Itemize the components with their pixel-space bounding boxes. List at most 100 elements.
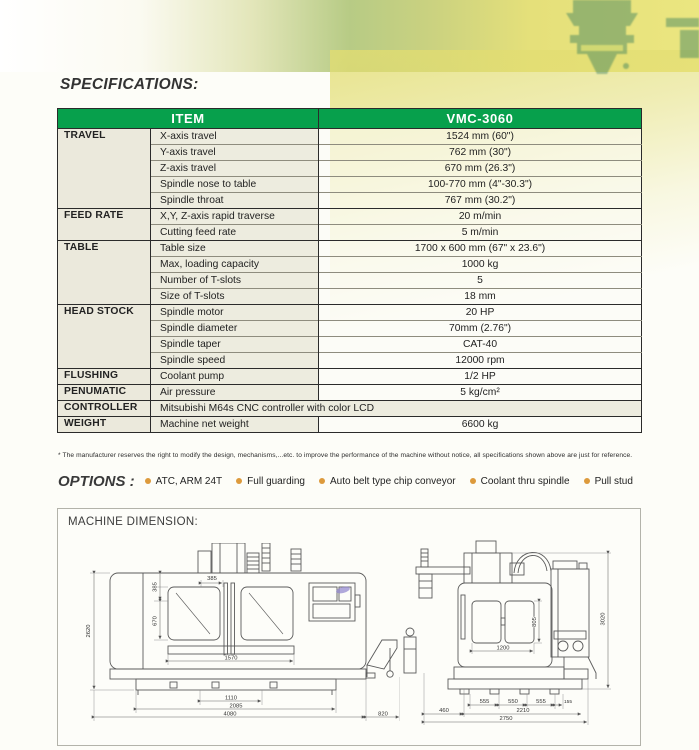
specifications-heading: SPECIFICATIONS: (60, 76, 199, 93)
table-row: WEIGHT Machine net weight 6600 kg (57, 416, 642, 433)
spec-value: 670 mm (26.3") (318, 160, 642, 177)
spec-category: HEAD STOCK (57, 304, 151, 369)
table-row: Max, loading capacity 1000 kg (58, 256, 642, 273)
table-row: Spindle speed 12000 rpm (58, 352, 642, 369)
spec-value: 5 (318, 272, 642, 289)
spec-value: 70mm (2.76") (318, 320, 642, 337)
spec-item: Air pressure (150, 384, 320, 401)
option-label: Coolant thru spindle (480, 475, 570, 487)
table-row: PENUMATIC Air pressure 5 kg/cm² (57, 384, 642, 401)
table-row: TRAVEL X-axis travel 1524 mm (60") (57, 128, 642, 209)
dimension-label: 155 (564, 699, 572, 705)
spec-item: X-axis travel (150, 128, 320, 145)
dimension-label: 820 (378, 712, 388, 718)
dimension-label: 3020 (601, 613, 607, 626)
option-item: Pull stud (583, 475, 633, 487)
dimension-label: 550 (508, 699, 518, 705)
table-row: Spindle nose to table 100-770 mm (4"-30.… (58, 176, 642, 193)
dimension-label: 385 (153, 582, 159, 592)
spec-value: 767 mm (30.2") (318, 192, 642, 209)
spec-value: 5 kg/cm² (318, 384, 642, 401)
col-header-model: VMC-3060 (318, 108, 642, 129)
spec-value: 12000 rpm (318, 352, 642, 369)
spec-item: Spindle motor (150, 304, 320, 321)
spec-item: Spindle diameter (150, 320, 320, 337)
spec-item: Spindle nose to table (150, 176, 320, 193)
dimension-label: 2085 (230, 704, 243, 710)
dimension-label: 1110 (225, 696, 237, 702)
table-row: FLUSHING Coolant pump 1/2 HP (57, 368, 642, 385)
option-label: Pull stud (594, 475, 633, 487)
spec-item: Spindle throat (150, 192, 320, 209)
spec-category: PENUMATIC (57, 384, 151, 401)
table-row: Cutting feed rate 5 m/min (58, 224, 642, 241)
side-view-drawing: 1200 805 3020 555 550 555 155 460 2210 2… (403, 540, 611, 725)
table-row: CONTROLLER Mitsubishi M64s CNC controlle… (57, 400, 642, 417)
spec-item: Mitsubishi M64s CNC controller with colo… (150, 400, 642, 417)
table-row: Y-axis travel 762 mm (30") (58, 144, 642, 161)
spindle-photo-silhouette (566, 0, 699, 74)
dimension-label: 555 (536, 699, 546, 705)
footnote: * The manufacturer reserves the right to… (58, 452, 633, 459)
spec-item: Spindle speed (150, 352, 320, 369)
spec-item: Y-axis travel (150, 144, 320, 161)
col-header-item: ITEM (57, 108, 319, 129)
option-item: Auto belt type chip conveyor (318, 476, 456, 487)
options-heading: OPTIONS : (58, 472, 135, 490)
spec-value: 1/2 HP (318, 368, 642, 385)
spec-category: WEIGHT (57, 416, 151, 433)
spec-item: Z-axis travel (150, 160, 320, 177)
machine-dimension-heading: MACHINE DIMENSION: (68, 516, 198, 528)
table-row: Spindle throat 767 mm (30.2") (58, 192, 642, 209)
spec-item: Coolant pump (150, 368, 320, 385)
spec-value: 5 m/min (318, 224, 642, 241)
spec-item: Number of T-slots (150, 272, 320, 289)
spec-item: Cutting feed rate (150, 224, 320, 241)
spec-item: Max, loading capacity (150, 256, 320, 273)
dimension-label: 2750 (500, 716, 513, 722)
dimension-label: 670 (153, 616, 159, 626)
dimension-label: 1570 (225, 656, 238, 662)
spec-value: 762 mm (30") (318, 144, 642, 161)
spec-value: 20 m/min (318, 208, 642, 225)
table-row: TABLE Table size 1700 x 600 mm (67" x 23… (57, 240, 642, 305)
machine-dimension-panel: MACHINE DIMENSION: (57, 508, 641, 746)
bullet-icon (469, 478, 476, 484)
spec-item: Machine net weight (150, 416, 320, 433)
spec-item: X,Y, Z-axis rapid traverse (150, 208, 320, 225)
spec-category: FLUSHING (57, 368, 151, 385)
table-row: Spindle taper CAT-40 (58, 336, 642, 353)
spec-item: Size of T-slots (150, 288, 320, 305)
spec-value: 18 mm (318, 288, 642, 305)
dimension-label: 4080 (224, 712, 237, 718)
option-item: ATC, ARM 24T (144, 475, 223, 487)
spec-table: ITEM VMC-3060 TRAVEL X-axis travel 1524 … (57, 108, 643, 433)
option-item: Coolant thru spindle (469, 475, 570, 487)
dimension-label: 2620 (86, 625, 92, 638)
dimension-label: 1200 (497, 646, 510, 652)
table-row: FEED RATE X,Y, Z-axis rapid traverse 20 … (57, 208, 642, 241)
spec-item: Spindle taper (150, 336, 320, 353)
dimension-label: 555 (480, 699, 490, 705)
bullet-icon (236, 478, 243, 484)
spec-category: CONTROLLER (57, 400, 151, 417)
option-label: ATC, ARM 24T (155, 475, 223, 487)
spec-value: 1700 x 600 mm (67" x 23.6") (318, 240, 642, 257)
bullet-icon (144, 478, 151, 484)
table-row: Spindle diameter 70mm (2.76") (58, 320, 642, 337)
spec-value: 1524 mm (60") (318, 128, 642, 145)
table-header-row: ITEM VMC-3060 (57, 108, 642, 129)
options-row: OPTIONS : ATC, ARM 24T Full guarding Aut… (58, 470, 658, 492)
table-row: Z-axis travel 670 mm (26.3") (58, 160, 642, 177)
spec-value: CAT-40 (318, 336, 642, 353)
table-row: HEAD STOCK Spindle motor 20 HP (57, 304, 642, 369)
bullet-icon (318, 478, 325, 484)
option-item: Full guarding (236, 476, 305, 487)
front-view-drawing: 2620 385 670 385 1570 1110 2085 4080 820 (85, 543, 400, 721)
table-row: Number of T-slots 5 (58, 272, 642, 289)
spec-category: TABLE (57, 240, 151, 305)
spec-value: 1000 kg (318, 256, 642, 273)
spec-value: 100-770 mm (4"-30.3") (318, 176, 642, 193)
dimension-label: 385 (207, 576, 217, 582)
dimension-label: 2210 (517, 708, 530, 714)
